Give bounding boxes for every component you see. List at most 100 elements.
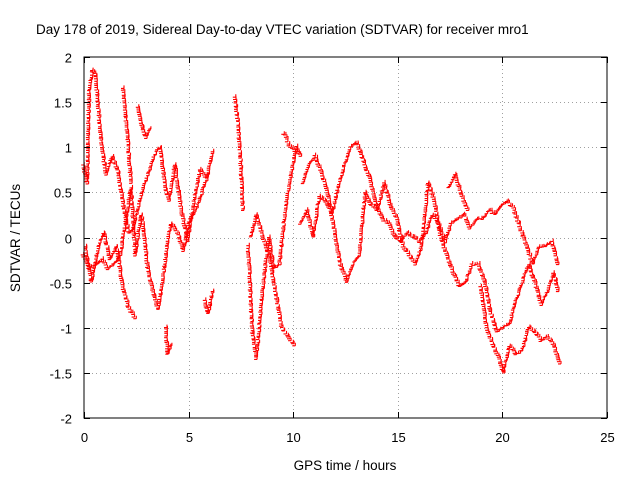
data-point	[149, 280, 153, 285]
data-point	[492, 321, 496, 326]
data-point	[168, 221, 173, 226]
data-point	[296, 150, 300, 154]
data-point	[388, 204, 393, 209]
data-point	[531, 328, 536, 332]
data-point	[387, 201, 392, 206]
data-point	[529, 327, 534, 331]
data-point	[275, 306, 280, 310]
data-point	[125, 303, 129, 307]
data-point	[368, 201, 372, 206]
data-point	[469, 261, 474, 265]
data-point	[236, 129, 241, 134]
data-point	[172, 162, 177, 166]
data-point	[171, 223, 176, 228]
data-point	[140, 218, 144, 222]
data-point	[144, 252, 148, 257]
data-point	[100, 150, 105, 154]
data-point	[490, 341, 494, 346]
data-point	[182, 222, 186, 227]
data-point	[287, 185, 291, 190]
data-point	[448, 262, 452, 267]
data-point	[257, 324, 262, 329]
data-point	[117, 257, 121, 262]
data-point	[444, 250, 448, 255]
data-point	[487, 335, 492, 339]
data-point	[270, 267, 274, 272]
data-point	[536, 289, 540, 293]
data-point	[550, 341, 555, 345]
data-point	[236, 135, 241, 139]
data-point	[555, 259, 559, 264]
data-point	[122, 292, 127, 296]
data-point	[531, 260, 536, 264]
data-point	[248, 294, 253, 298]
data-point	[551, 245, 556, 249]
data-point	[501, 368, 506, 373]
data-point	[248, 301, 253, 305]
data-point	[148, 278, 152, 283]
data-point	[100, 258, 105, 263]
data-point	[483, 283, 487, 288]
data-point	[507, 343, 511, 348]
data-point	[181, 215, 185, 220]
data-point	[334, 241, 338, 245]
data-point	[511, 347, 516, 352]
data-point	[335, 189, 340, 194]
data-point	[478, 267, 482, 271]
data-point	[163, 186, 168, 191]
data-point	[409, 255, 413, 260]
data-point	[131, 219, 135, 224]
data-point	[175, 184, 180, 188]
data-point	[121, 205, 126, 210]
data-point	[132, 237, 136, 241]
data-point	[363, 191, 368, 196]
data-point	[163, 179, 167, 184]
data-point	[95, 91, 99, 96]
data-point	[367, 173, 372, 178]
data-point	[174, 174, 178, 179]
data-point	[147, 126, 152, 130]
data-point	[334, 194, 338, 199]
data-point	[129, 191, 133, 195]
data-point	[340, 269, 345, 273]
data-point	[465, 219, 469, 224]
data-point	[204, 177, 209, 182]
data-point	[461, 211, 466, 216]
data-point	[126, 138, 130, 143]
data-point	[480, 294, 484, 299]
data-point	[368, 179, 373, 183]
data-point	[257, 222, 261, 226]
data-point	[131, 314, 136, 318]
data-point	[382, 182, 387, 187]
data-point	[454, 277, 459, 282]
data-point	[193, 194, 197, 199]
data-point	[127, 306, 132, 310]
data-point	[319, 195, 323, 199]
data-point	[173, 227, 178, 232]
data-point	[177, 198, 182, 203]
data-point	[462, 213, 467, 217]
data-point	[278, 317, 282, 322]
series-track-o	[446, 171, 470, 211]
data-point	[174, 178, 179, 182]
data-point	[114, 244, 118, 249]
data-point	[85, 256, 89, 260]
data-point	[126, 228, 130, 233]
data-point	[555, 284, 559, 289]
data-point	[536, 333, 541, 338]
data-point	[192, 200, 196, 205]
series-track-b	[80, 171, 211, 310]
data-point	[558, 360, 562, 365]
data-point	[86, 114, 91, 119]
data-point	[278, 261, 282, 266]
data-point	[397, 231, 402, 235]
data-point	[86, 265, 90, 269]
data-point	[138, 117, 143, 122]
data-point	[424, 200, 429, 205]
data-point	[308, 219, 312, 223]
data-point	[102, 161, 106, 166]
data-point	[315, 161, 319, 165]
data-point	[270, 270, 274, 275]
data-point	[123, 118, 128, 122]
data-point	[113, 160, 117, 165]
